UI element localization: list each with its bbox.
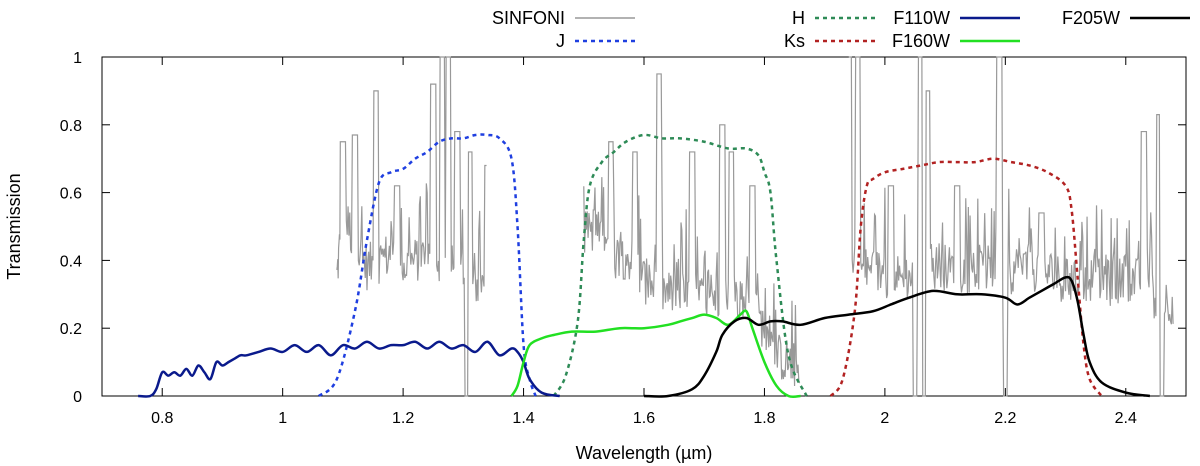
- legend-label-h: H: [792, 8, 805, 28]
- x-tick-label: 1: [278, 410, 287, 427]
- y-tick-label: 0.2: [60, 321, 82, 338]
- series-line-sinfoni: [583, 73, 801, 386]
- x-tick-label: 1.4: [512, 410, 534, 427]
- series-line-sinfoni: [848, 56, 1174, 397]
- x-tick-label: 1.6: [633, 410, 655, 427]
- legend-label-f110w: F110W: [893, 8, 950, 28]
- x-axis-label: Wavelength (µm): [576, 443, 713, 463]
- series-line-f110w: [138, 340, 560, 398]
- x-tick-label: 1.2: [392, 410, 414, 427]
- y-tick-label: 1: [73, 50, 82, 67]
- legend-label-sinfoni: SINFONI: [492, 8, 565, 28]
- series-layer: [138, 56, 1174, 398]
- legend-label-f160w: F160W: [892, 31, 950, 51]
- legend-label-f205w: F205W: [1062, 8, 1120, 28]
- legend-label-ks: Ks: [784, 31, 805, 51]
- y-axis-label: Transmission: [4, 173, 24, 279]
- y-tick-label: 0: [73, 389, 82, 406]
- series-line-h: [552, 133, 808, 397]
- axis-layer: 0.8 1 1.2 1.4 1.6 1.8 2 2.2 2.4 0 0.2 0.4 0.6 0.8 1: [60, 50, 1186, 427]
- series-line-f160w: [510, 309, 801, 398]
- y-tick-label: 0.4: [60, 253, 82, 270]
- y-tick-label: 0.6: [60, 186, 82, 203]
- series-line-ks: [829, 157, 1103, 397]
- legend: SINFONI J H Ks F110W F160W F205W: [492, 8, 1190, 51]
- y-tick-label: 0.8: [60, 118, 82, 135]
- series-line-j: [317, 133, 537, 398]
- x-tick-label: 2.2: [994, 410, 1016, 427]
- x-tick-label: 0.8: [151, 410, 173, 427]
- x-tick-label: 2: [880, 410, 889, 427]
- legend-label-j: J: [556, 31, 565, 51]
- plot-frame: [101, 56, 1187, 397]
- x-tick-label: 2.4: [1115, 410, 1137, 427]
- series-line-sinfoni: [336, 56, 487, 397]
- series-line-f205w: [643, 275, 1151, 398]
- plot-frame-layer: [101, 56, 1187, 397]
- x-tick-label: 1.8: [753, 410, 775, 427]
